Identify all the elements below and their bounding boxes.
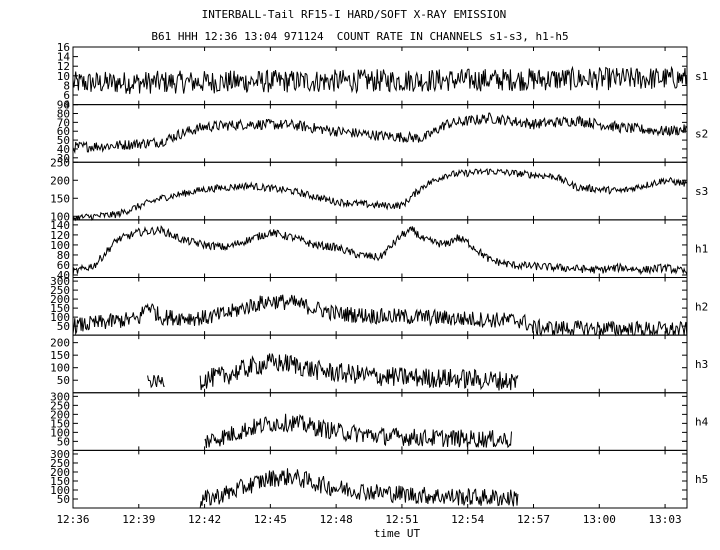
ytick-label-s2: 50 [57, 134, 70, 147]
ytick-label-h4: 150 [50, 417, 70, 430]
xtick-label: 12:48 [320, 513, 353, 526]
ytick-label-s2: 90 [57, 99, 70, 112]
xtick-label: 12:54 [451, 513, 484, 526]
ytick-label-h1: 40 [57, 269, 70, 282]
ytick-label-h5: 100 [50, 484, 70, 497]
xtick-label: 12:36 [56, 513, 89, 526]
ytick-label-h4: 100 [50, 426, 70, 439]
channel-label-h3: h3 [695, 358, 708, 371]
ytick-label-s1: 10 [57, 70, 70, 83]
ytick-label-h2: 250 [50, 284, 70, 297]
ytick-label-s1: 12 [57, 60, 70, 73]
ytick-label-s2: 30 [57, 152, 70, 165]
x-axis-label: time UT [374, 527, 421, 540]
ytick-label-s1: 14 [57, 51, 71, 64]
ytick-label-s1: 8 [63, 79, 70, 92]
xtick-label: 12:39 [122, 513, 155, 526]
panel-frame-h4 [72, 392, 688, 451]
series-line-h5 [199, 468, 519, 508]
series-line-h3-seg0 [147, 375, 165, 389]
series-line-s1 [72, 65, 688, 95]
panel-frame-h3 [72, 334, 688, 394]
ytick-label-h3: 200 [50, 337, 70, 350]
ytick-label-h1: 60 [57, 259, 70, 272]
ytick-label-h3: 50 [57, 374, 70, 387]
ytick-label-h2: 100 [50, 311, 70, 324]
channel-label-h2: h2 [695, 300, 708, 313]
ytick-label-h3: 100 [50, 362, 70, 375]
ytick-label-s3: 100 [50, 210, 70, 223]
ytick-label-h5: 300 [50, 448, 70, 461]
ytick-label-s2: 60 [57, 125, 70, 138]
channel-label-s3: s3 [695, 185, 708, 198]
channel-label-h5: h5 [695, 473, 708, 486]
ytick-label-s3: 200 [50, 174, 70, 187]
ytick-label-h3: 150 [50, 349, 70, 362]
ytick-label-s2: 70 [57, 116, 70, 129]
ytick-label-s3: 250 [50, 156, 70, 169]
ytick-label-h4: 200 [50, 408, 70, 421]
ytick-label-s1: 6 [63, 89, 70, 102]
ytick-label-h1: 100 [50, 239, 70, 252]
xtick-label: 12:57 [517, 513, 550, 526]
chart-title: INTERBALL-Tail RF15-I HARD/SOFT X-RAY EM… [201, 8, 507, 21]
ytick-label-s2: 80 [57, 107, 70, 120]
ytick-label-h5: 250 [50, 457, 70, 470]
ytick-label-h5: 150 [50, 475, 70, 488]
xtick-label: 12:42 [188, 513, 221, 526]
ytick-label-h2: 50 [57, 320, 70, 333]
ytick-label-h2: 150 [50, 302, 70, 315]
ytick-label-h5: 50 [57, 493, 70, 506]
channel-label-s2: s2 [695, 127, 708, 140]
series-line-h1 [72, 225, 688, 277]
channel-label-h4: h4 [695, 416, 709, 429]
series-line-s2 [72, 112, 688, 155]
series-line-h3-seg1 [199, 353, 519, 391]
xtick-label: 13:00 [583, 513, 616, 526]
ytick-label-h1: 140 [50, 219, 70, 232]
ytick-label-h2: 200 [50, 293, 70, 306]
series-line-s3 [72, 168, 688, 222]
xtick-label: 12:45 [254, 513, 287, 526]
ytick-label-h5: 200 [50, 466, 70, 479]
xtick-label: 12:51 [385, 513, 418, 526]
panel-frame-h2 [72, 277, 688, 336]
series-line-h2 [72, 294, 688, 337]
ytick-label-h1: 80 [57, 249, 70, 262]
ytick-label-s2: 40 [57, 143, 70, 156]
ytick-label-h2: 300 [50, 275, 70, 288]
panel-frame-h5 [72, 449, 688, 509]
ytick-label-h1: 120 [50, 229, 70, 242]
channel-label-h1: h1 [695, 243, 708, 256]
ytick-label-s1: 16 [57, 41, 70, 54]
ytick-label-s1: 4 [63, 99, 70, 112]
series-line-h4 [204, 413, 512, 449]
ytick-label-h4: 50 [57, 435, 70, 448]
channel-label-s1: s1 [695, 70, 708, 83]
ytick-label-h4: 300 [50, 390, 70, 403]
xtick-label: 13:03 [649, 513, 682, 526]
ytick-label-s3: 150 [50, 192, 70, 205]
chart-subtitle: B61 HHH 12:36 13:04 971124 COUNT RATE IN… [151, 30, 569, 43]
ytick-label-h4: 250 [50, 399, 70, 412]
